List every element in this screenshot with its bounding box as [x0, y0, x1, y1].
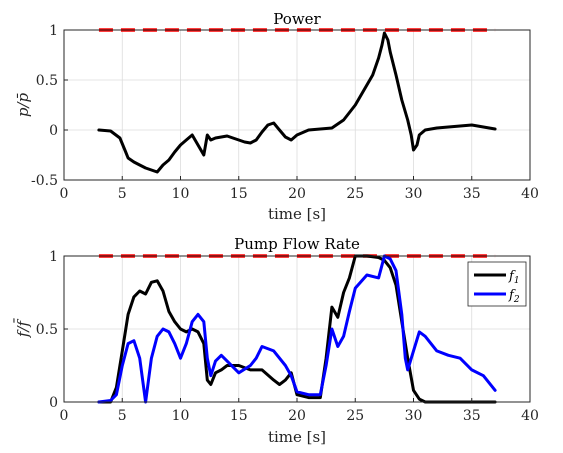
power-axes: 0 5 10 15 20 25 30 35 40-0.500.51 Power time [s]…	[14, 10, 539, 223]
y-tick-label: -0.5	[31, 173, 58, 189]
y-tick-label: 0	[49, 395, 58, 411]
y-tick-label: 1	[49, 249, 58, 265]
power-ticks: 0 5 10 15 20 25 30 35 40-0.500.51	[31, 23, 539, 202]
x-tick-label: 0	[60, 186, 69, 202]
x-tick-label: 35	[463, 186, 481, 202]
y-tick-label: 0.5	[36, 322, 58, 338]
x-tick-label: 30	[405, 186, 423, 202]
series-line-1	[97, 31, 497, 174]
legend-f2-label: f2	[508, 288, 520, 305]
x-tick-label: 35	[463, 408, 481, 424]
x-tick-label: 10	[172, 186, 190, 202]
y-tick-label: 0	[49, 123, 58, 139]
y-tick-label: 1	[49, 23, 58, 39]
power-ylabel: p/p̄	[14, 92, 32, 117]
x-tick-label: 10	[172, 408, 190, 424]
flow-ticks: 0 5 10 15 20 25 30 35 40 0 0.5 1	[36, 249, 539, 424]
series-line-2	[97, 254, 497, 404]
y-tick-label: 0.5	[36, 73, 58, 89]
x-tick-label: 15	[230, 408, 248, 424]
x-tick-label: 20	[288, 186, 306, 202]
flow-axes: 0 5 10 15 20 25 30 35 40 0 0.5 1 Pump Flow Rate tim…	[14, 235, 539, 446]
x-tick-label: 25	[346, 186, 364, 202]
series-line-1	[97, 254, 497, 404]
legend-box	[467, 261, 527, 307]
x-tick-label: 40	[521, 408, 539, 424]
power-series	[97, 31, 497, 174]
x-tick-label: 25	[346, 408, 364, 424]
power-xlabel: time [s]	[268, 205, 326, 223]
legend-f1-label: f1	[508, 269, 520, 286]
x-tick-label: 5	[118, 186, 127, 202]
x-tick-label: 0	[60, 408, 69, 424]
power-title: Power	[273, 10, 321, 28]
x-tick-label: 40	[521, 186, 539, 202]
flow-xlabel: time [s]	[268, 428, 326, 446]
flow-series	[97, 254, 497, 404]
flow-title: Pump Flow Rate	[234, 235, 360, 253]
x-tick-label: 15	[230, 186, 248, 202]
x-tick-label: 5	[118, 408, 127, 424]
x-tick-label: 30	[405, 408, 423, 424]
x-tick-label: 20	[288, 408, 306, 424]
legend: f1 f2	[467, 261, 527, 307]
flow-ylabel: f/f̄	[14, 318, 32, 338]
